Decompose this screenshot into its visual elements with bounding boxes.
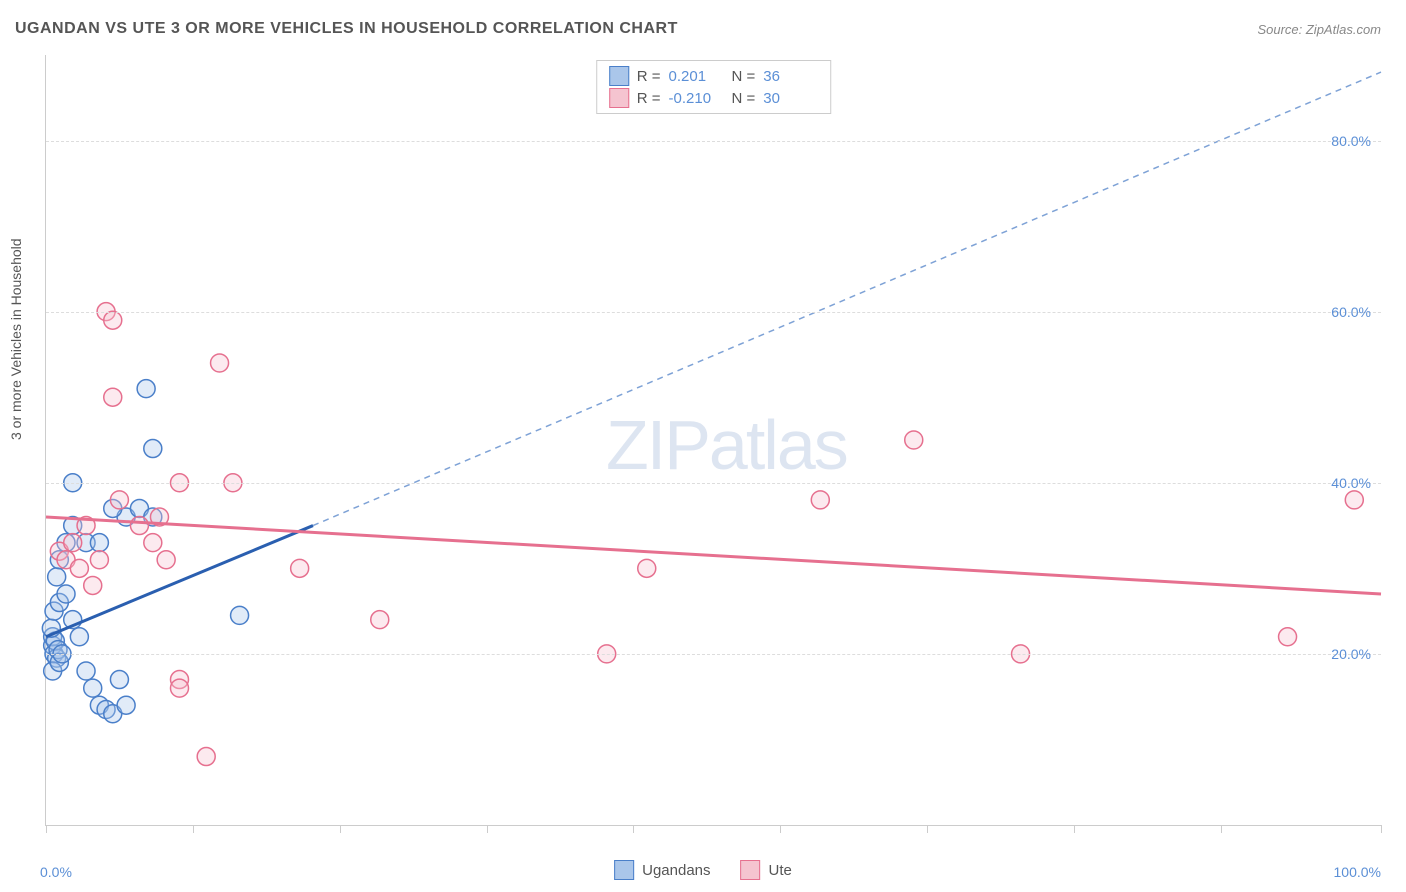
x-tick [1381,825,1382,833]
y-tick-label: 60.0% [1331,304,1371,320]
x-tick [1074,825,1075,833]
n-value-ugandans: 36 [763,68,818,85]
swatch-ugandans [609,66,629,86]
x-tick [633,825,634,833]
x-tick [1221,825,1222,833]
x-tick [927,825,928,833]
bottom-legend: Ugandans Ute [614,860,792,880]
legend-item-ute: Ute [741,860,792,880]
legend-label-ute: Ute [769,862,792,879]
source-label: Source: ZipAtlas.com [1257,22,1381,37]
x-tick-0: 0.0% [40,864,72,880]
chart-title: UGANDAN VS UTE 3 OR MORE VEHICLES IN HOU… [15,20,678,38]
gridline-h [46,483,1381,484]
y-tick-label: 20.0% [1331,646,1371,662]
legend-swatch-ute [741,860,761,880]
gridline-h [46,312,1381,313]
x-tick [340,825,341,833]
gridline-h [46,654,1381,655]
n-value-ute: 30 [763,90,818,107]
legend-item-ugandans: Ugandans [614,860,710,880]
legend-label-ugandans: Ugandans [642,862,710,879]
r-value-ute: -0.210 [669,90,724,107]
n-label: N = [732,90,756,107]
scatter-svg [46,55,1381,825]
n-label: N = [732,68,756,85]
x-tick-100: 100.0% [1334,864,1381,880]
y-axis-label: 3 or more Vehicles in Household [8,238,24,440]
swatch-ute [609,88,629,108]
x-tick [780,825,781,833]
r-label: R = [637,90,661,107]
y-tick-label: 80.0% [1331,133,1371,149]
stats-legend: R = 0.201 N = 36 R = -0.210 N = 30 [596,60,832,114]
plot-area: ZIPatlas R = 0.201 N = 36 R = -0.210 N =… [45,55,1381,826]
gridline-h [46,141,1381,142]
legend-swatch-ugandans [614,860,634,880]
r-label: R = [637,68,661,85]
y-tick-label: 40.0% [1331,475,1371,491]
x-tick [46,825,47,833]
stats-row-ute: R = -0.210 N = 30 [609,87,819,109]
r-value-ugandans: 0.201 [669,68,724,85]
x-tick [193,825,194,833]
stats-row-ugandans: R = 0.201 N = 36 [609,65,819,87]
x-tick [487,825,488,833]
